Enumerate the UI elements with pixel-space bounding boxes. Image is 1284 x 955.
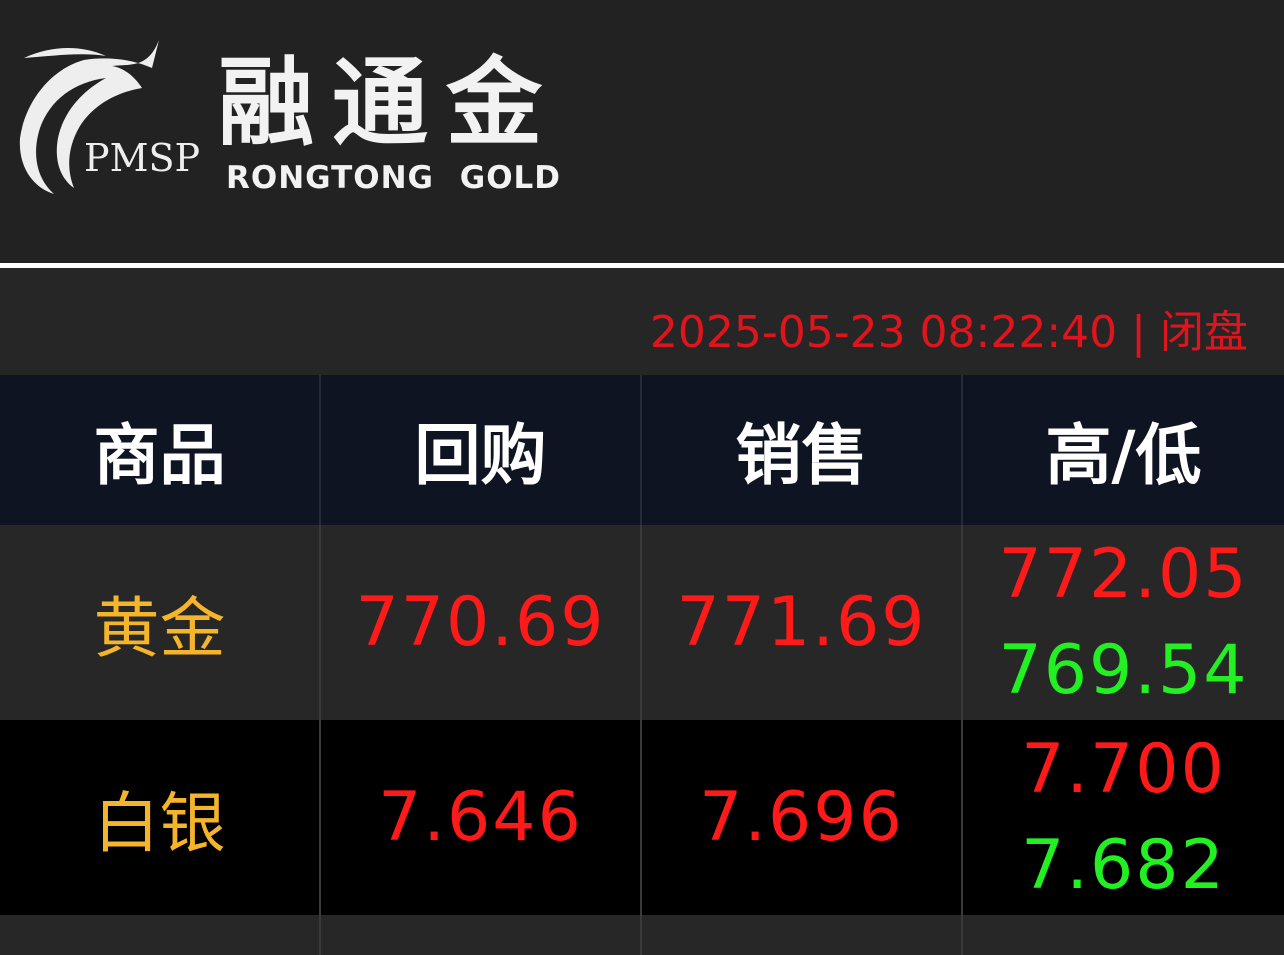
header-buyback: 回购 xyxy=(321,375,642,525)
sell-price: 771.69 xyxy=(642,525,963,720)
logo-pmsp: PMSP xyxy=(84,136,201,180)
high-low-cell: 772.05 769.54 xyxy=(963,525,1284,720)
table-row: 白银 7.646 7.696 7.700 7.682 xyxy=(0,720,1284,915)
status-bar: 2025-05-23 08:22:40 | 闭盘 xyxy=(0,268,1284,375)
status-separator: | xyxy=(1131,307,1146,358)
low-price: 769.54 xyxy=(998,630,1249,710)
table-header: 商品 回购 销售 高/低 xyxy=(0,375,1284,525)
brand-name-en: RONGTONG GOLD xyxy=(226,160,562,196)
market-state: 闭盘 xyxy=(1160,307,1248,358)
table-row-partial xyxy=(0,915,1284,955)
sell-price: 7.696 xyxy=(642,720,963,915)
header-sell: 销售 xyxy=(642,375,963,525)
cell xyxy=(0,915,321,955)
high-low-cell: 7.700 7.682 xyxy=(963,720,1284,915)
high-price: 7.700 xyxy=(1021,729,1226,809)
header-divider xyxy=(0,263,1284,268)
quote-datetime: 2025-05-23 08:22:40 xyxy=(649,307,1118,358)
app-header: PMSP 融通金 RONGTONG GOLD xyxy=(0,0,1284,263)
high-price: 772.05 xyxy=(998,534,1249,614)
low-price: 7.682 xyxy=(1021,825,1226,905)
dragon-logo-icon xyxy=(19,40,159,194)
buyback-price: 770.69 xyxy=(321,525,642,720)
cell xyxy=(642,915,963,955)
header-commodity: 商品 xyxy=(0,375,321,525)
table-row: 黄金 770.69 771.69 772.05 769.54 xyxy=(0,525,1284,720)
commodity-name: 白银 xyxy=(0,720,321,915)
market-status: 2025-05-23 08:22:40 | 闭盘 xyxy=(650,296,1248,360)
cell xyxy=(963,915,1284,955)
header-high-low: 高/低 xyxy=(1045,417,1202,494)
cell xyxy=(321,915,642,955)
brand-name-cn: 融通金 xyxy=(218,47,560,159)
buyback-price: 7.646 xyxy=(321,720,642,915)
commodity-name: 黄金 xyxy=(0,525,321,720)
